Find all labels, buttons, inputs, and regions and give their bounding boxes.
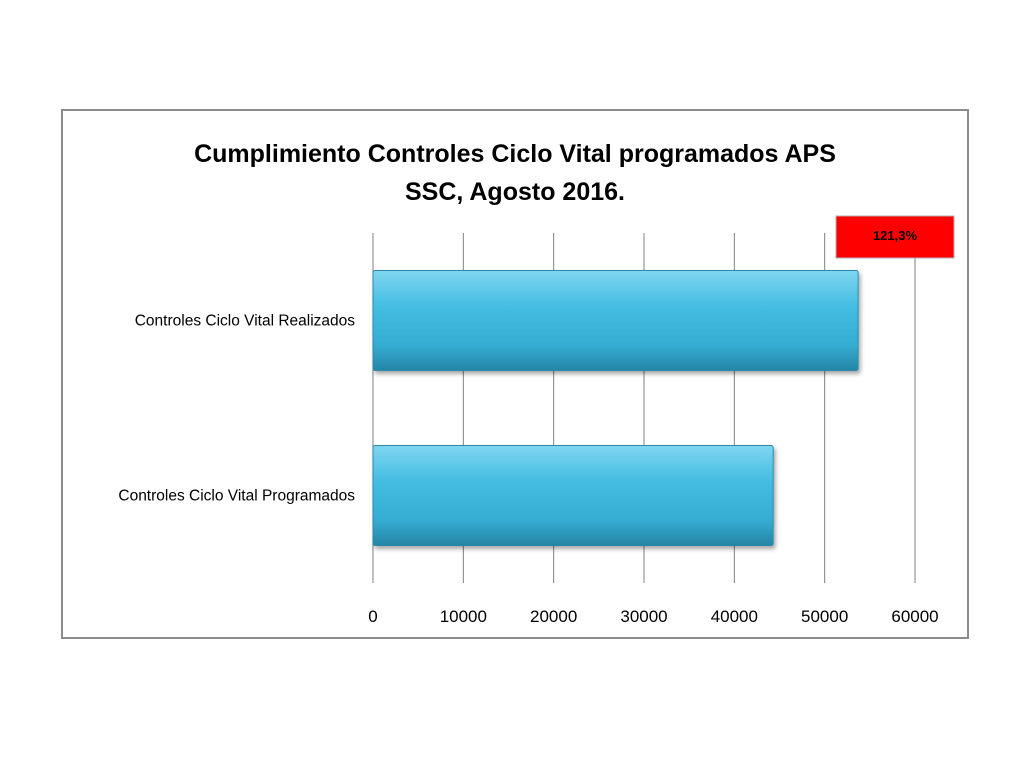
x-tick-label: 60000 xyxy=(891,607,938,626)
plot-area: Controles Ciclo Vital Realizados Controle… xyxy=(118,215,955,626)
chart-frame: Cumplimiento Controles Ciclo Vital progr… xyxy=(61,109,969,639)
category-label: Controles Ciclo Vital Realizados xyxy=(135,313,356,330)
chart-title-line-1: Cumplimiento Controles Ciclo Vital progr… xyxy=(194,140,836,168)
annotation: 121,3% xyxy=(835,215,955,259)
x-tick-label: 10000 xyxy=(440,607,487,626)
x-tick-label: 50000 xyxy=(801,607,848,626)
annotation-text: 121,3% xyxy=(873,228,918,243)
bar-programados xyxy=(372,445,774,546)
category-labels: Controles Ciclo Vital Realizados Controle… xyxy=(118,313,355,505)
bars xyxy=(372,270,859,546)
x-tick-label: 30000 xyxy=(620,607,667,626)
chart-title: Cumplimiento Controles Ciclo Vital progr… xyxy=(63,135,967,211)
x-tick-label: 40000 xyxy=(711,607,758,626)
x-tick-label: 20000 xyxy=(530,607,577,626)
x-tick-label: 0 xyxy=(368,607,377,626)
x-axis-ticks: 0 10000 20000 30000 40000 50000 60000 xyxy=(368,607,938,626)
chart-title-line-2: SSC, Agosto 2016. xyxy=(405,178,625,206)
category-label: Controles Ciclo Vital Programados xyxy=(118,488,355,505)
annotation-box xyxy=(835,215,955,259)
bar-realizados xyxy=(372,270,859,371)
